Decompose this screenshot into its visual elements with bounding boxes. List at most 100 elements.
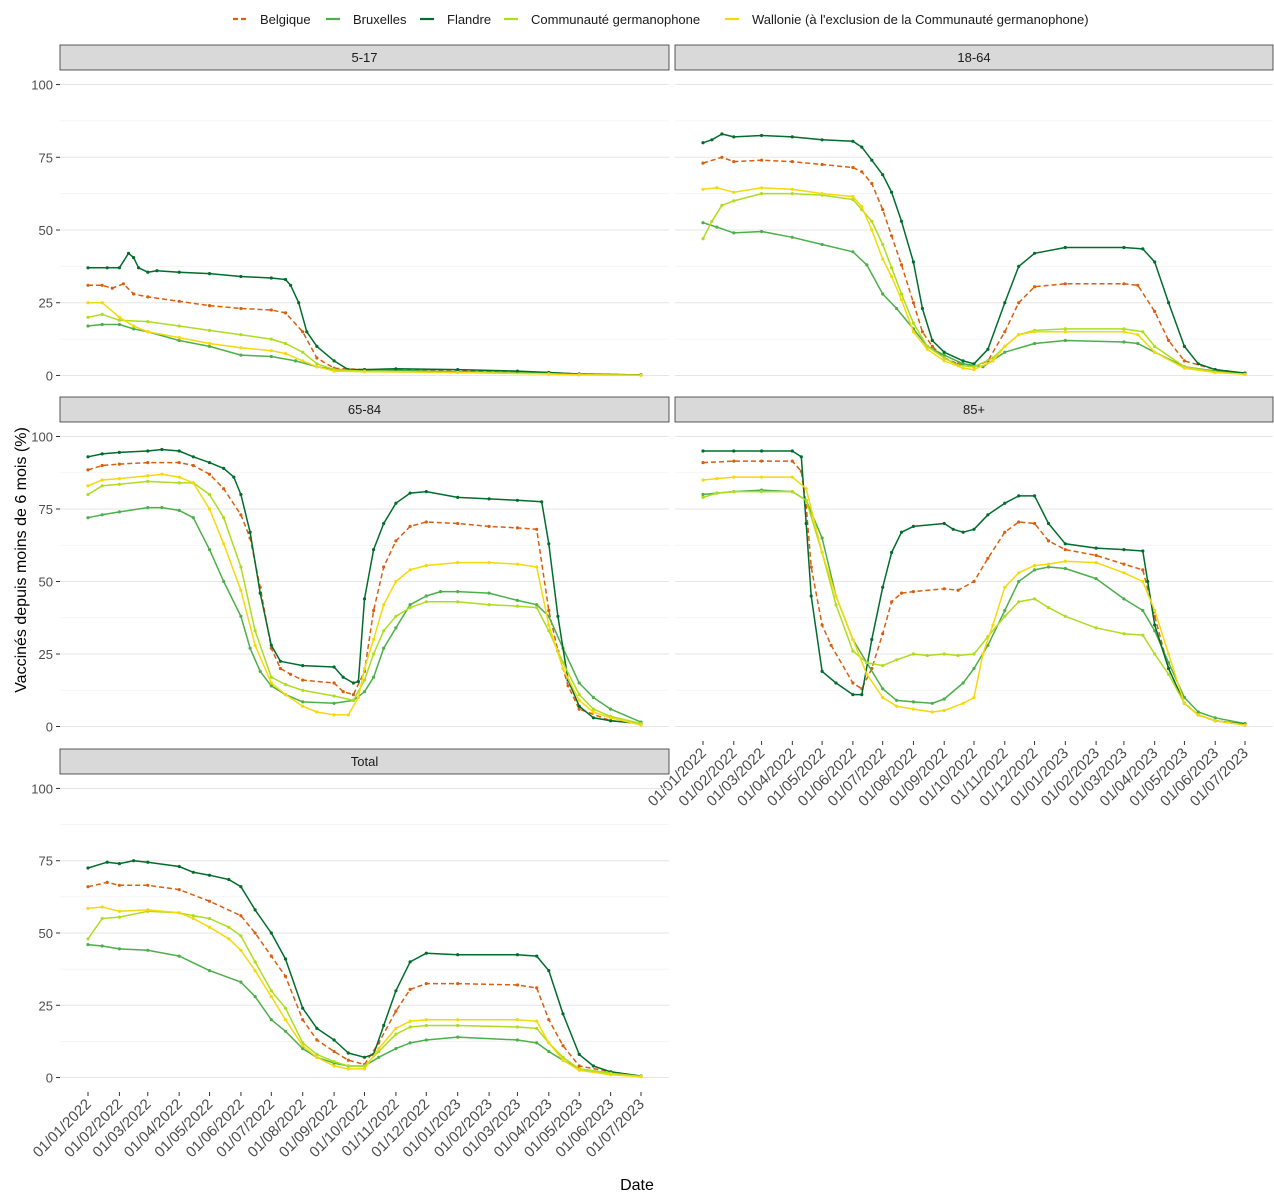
data-point [1063,282,1067,286]
data-point [851,250,855,254]
data-point [283,974,288,979]
data-point [535,1019,539,1023]
data-point [760,133,764,138]
facet-title: 18-64 [957,50,990,65]
data-point [100,312,104,316]
data-point [86,283,90,287]
data-point [1182,359,1186,363]
data-point [870,219,874,223]
data-point [790,490,794,494]
data-point [269,681,273,685]
data-point [561,1012,565,1016]
data-point [851,139,855,143]
data-point [942,587,946,591]
data-point [986,643,990,647]
data-point [1063,338,1067,343]
data-point [207,344,212,348]
data-point [362,690,367,694]
data-point [239,980,243,984]
data-point [269,995,273,999]
data-point [972,365,976,369]
data-point [732,190,736,194]
data-point [609,716,613,720]
panel-4: Total025507510001/01/202201/02/202201/03… [30,748,670,1161]
data-point [408,603,412,607]
data-point [577,704,581,708]
data-point [535,1041,539,1045]
data-point [881,632,885,636]
data-point [351,681,355,685]
data-point [895,306,899,311]
data-point [890,550,894,555]
series-line [702,133,1246,374]
data-point [253,643,257,647]
data-point [834,681,838,685]
data-point [332,694,336,698]
data-point [961,362,965,366]
data-point [315,344,319,348]
data-point [146,449,150,453]
series-line [87,323,642,376]
data-point [732,449,736,453]
data-point [146,295,150,299]
data-point [1182,344,1186,348]
data-point [269,308,273,312]
data-point [790,459,794,463]
data-point [547,969,551,973]
data-point [881,585,885,589]
data-point [942,652,946,656]
data-point [881,208,885,212]
data-point [239,492,243,497]
data-point [177,888,181,892]
data-point [701,461,705,465]
data-point [961,701,965,705]
data-point [930,710,934,714]
data-point [408,491,412,495]
data-point [870,228,874,232]
data-point [207,548,212,552]
data-point [701,187,705,191]
series-line [88,283,642,376]
data-point [408,1041,412,1045]
data-point [232,475,236,479]
data-point [561,1044,565,1048]
data-point [890,190,894,194]
data-point [1122,597,1126,601]
data-point [972,368,976,372]
data-point [1122,632,1126,636]
data-point [1141,549,1145,553]
data-point [1003,330,1007,334]
data-point [701,221,705,225]
data-point [1033,597,1037,601]
facet-strip [59,44,670,71]
data-point [177,270,181,274]
data-point [890,234,894,238]
data-point [408,987,412,992]
data-point [820,550,824,555]
data-point [117,947,121,951]
data-point [346,1064,350,1068]
data-point [1182,695,1186,700]
data-point [1063,614,1067,618]
data-point [760,490,764,494]
data-point [269,989,273,993]
data-point [930,338,934,343]
series-line [702,221,1246,375]
series-line [87,859,642,1077]
data-point [860,205,864,209]
data-point [1094,553,1098,558]
data-point [297,301,301,305]
y-tick-label: 75 [39,854,53,869]
data-point [515,1038,520,1042]
data-point [760,475,764,479]
data-point [851,637,855,642]
data-point [851,197,855,202]
data-point [1196,362,1200,366]
data-point [356,695,360,700]
data-point [851,165,855,170]
data-point [86,455,90,459]
data-point [191,870,195,874]
facet-title: 85+ [963,402,985,417]
data-point [305,330,309,334]
data-point [1003,301,1007,305]
